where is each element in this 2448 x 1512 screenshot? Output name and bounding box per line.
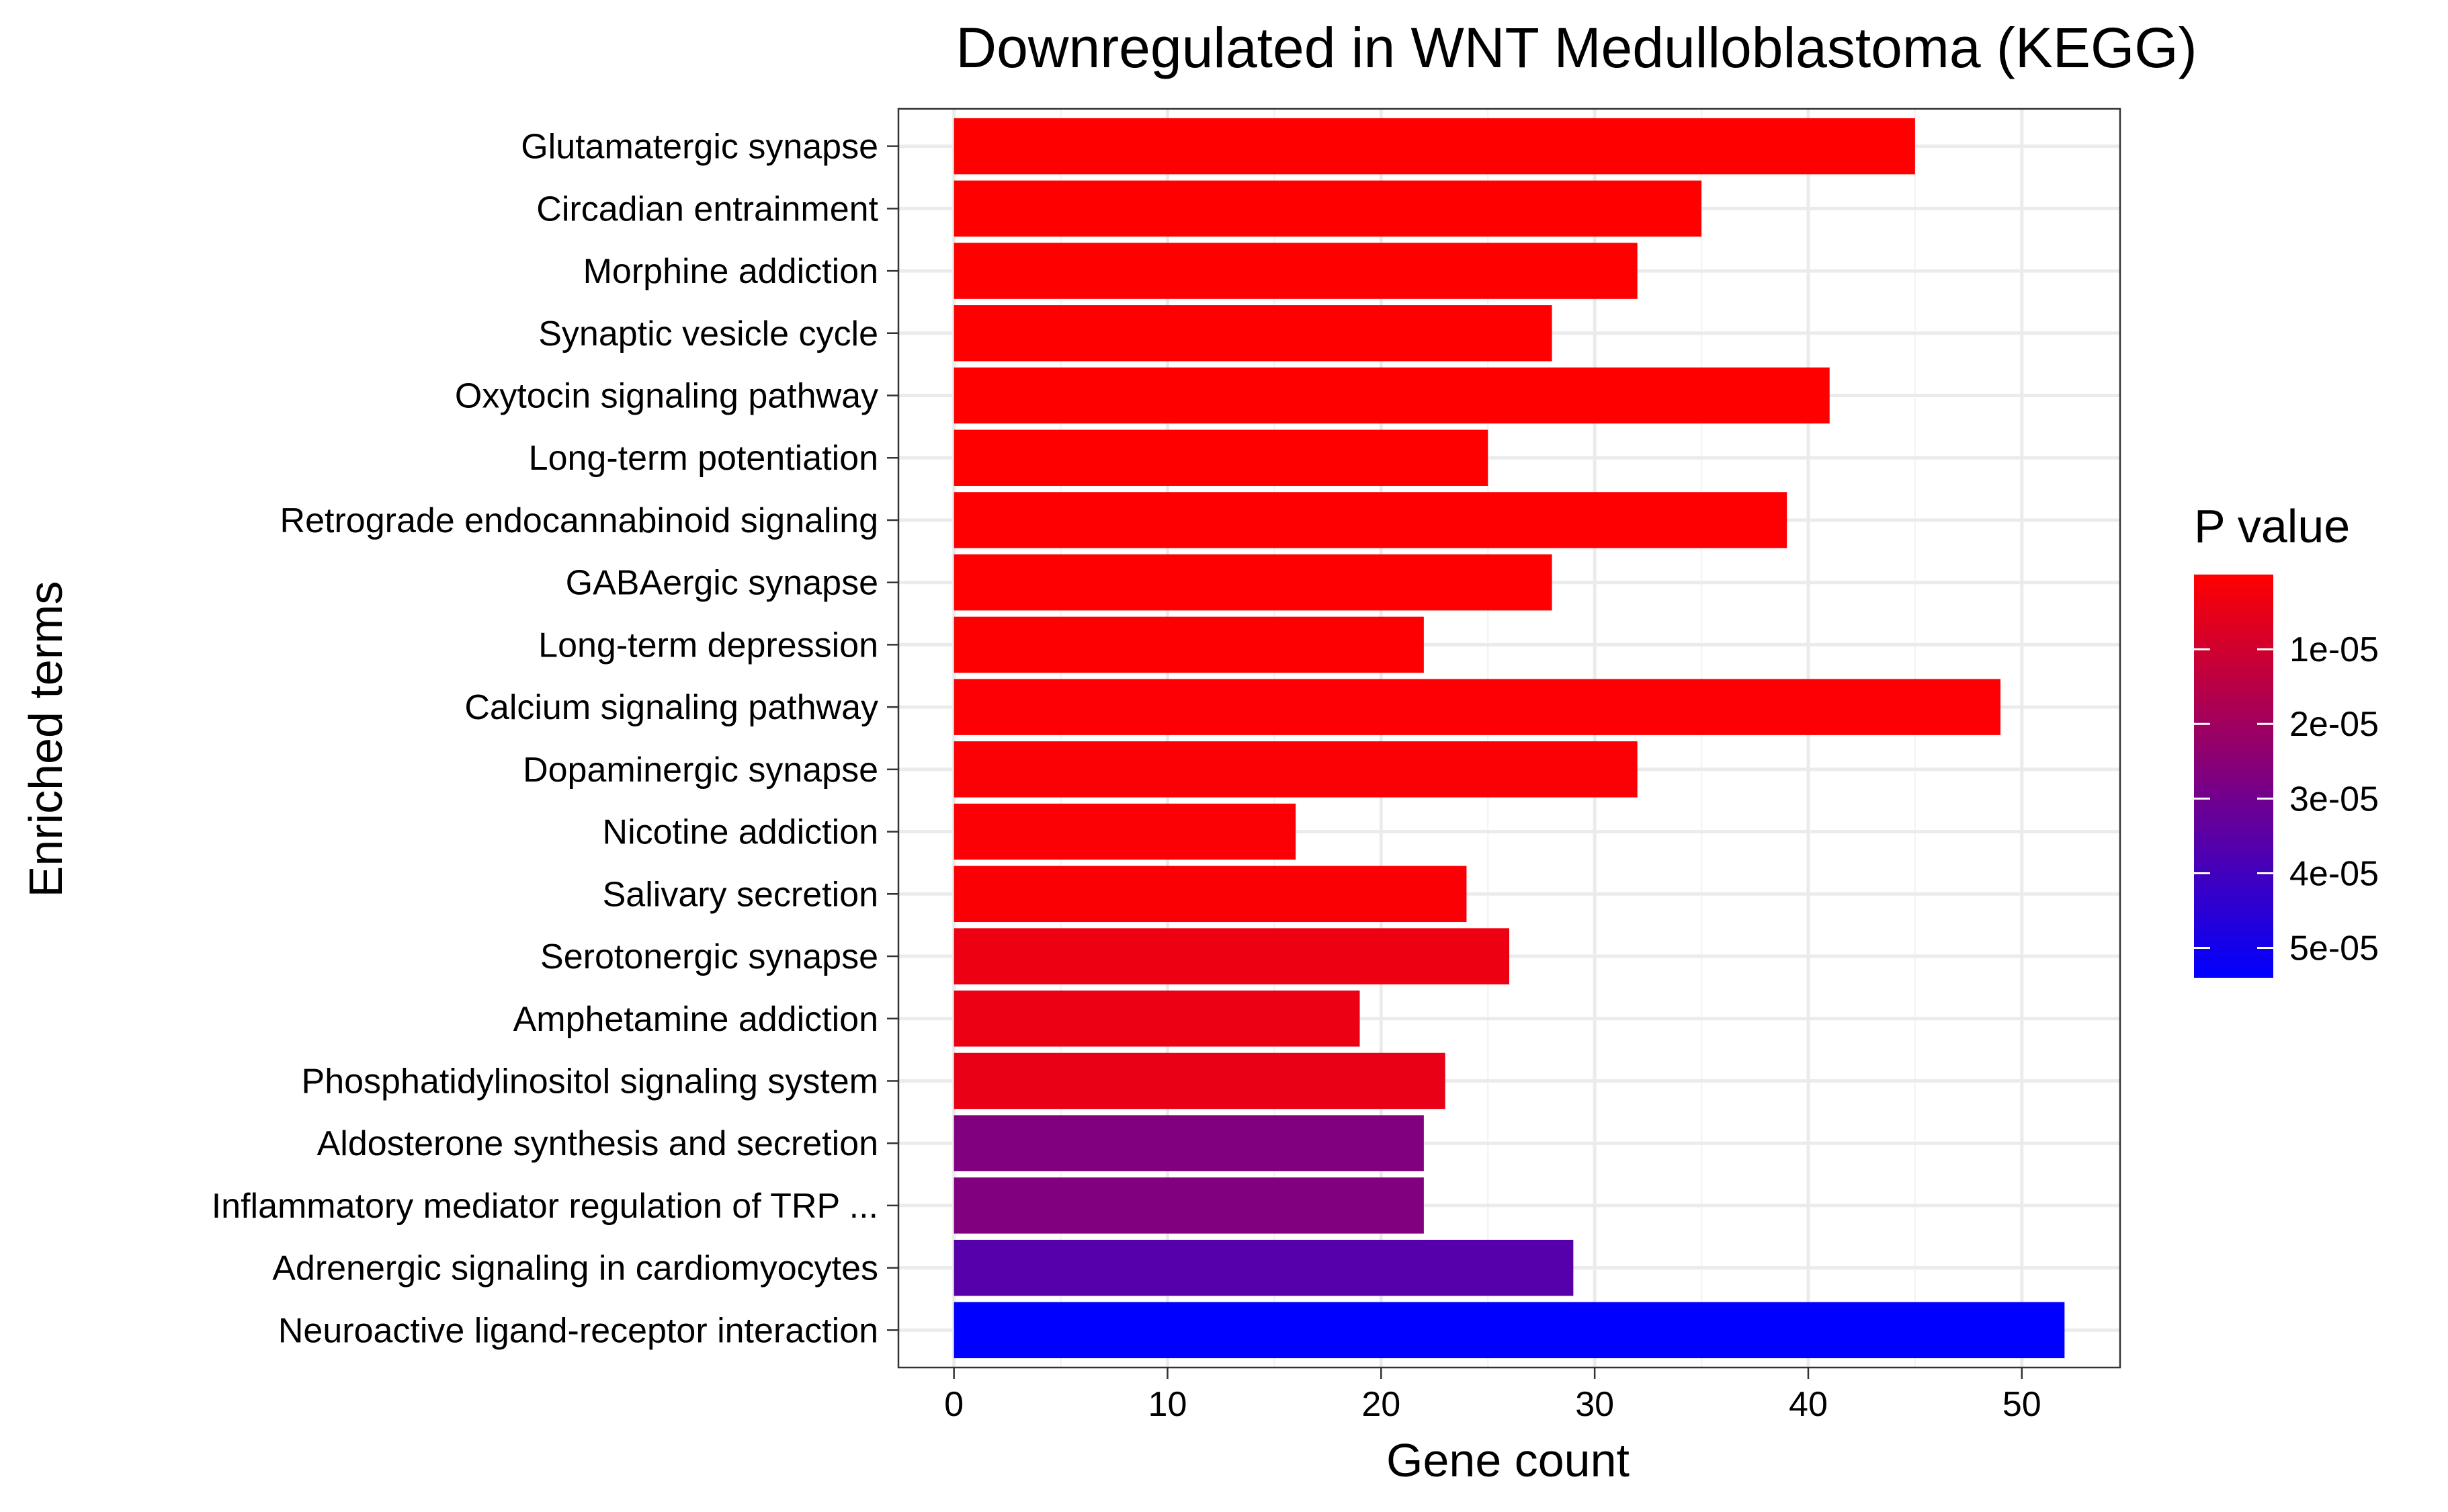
x-tick-label: 40 (1789, 1385, 1828, 1424)
x-tick-label: 0 (944, 1385, 964, 1424)
bar (954, 803, 1296, 860)
x-tick-label: 20 (1361, 1385, 1400, 1424)
legend-tick-label: 1e-05 (2289, 630, 2379, 669)
legend-tick-label: 5e-05 (2289, 929, 2379, 968)
bar (954, 118, 1915, 175)
y-axis-title: Enriched terms (19, 581, 72, 898)
x-axis: 0 10 20 30 40 50 (944, 1368, 2041, 1424)
bar (954, 305, 1552, 362)
chart-title: Downregulated in WNT Medulloblastoma (KE… (956, 16, 2197, 79)
bar (954, 243, 1638, 299)
x-tick-label: 50 (2002, 1385, 2041, 1424)
bar (954, 367, 1830, 424)
bar (954, 679, 2001, 735)
y-tick-label: Amphetamine addiction (513, 1000, 878, 1039)
y-tick-label: Synaptic vesicle cycle (538, 314, 878, 353)
legend-tick-label: 2e-05 (2289, 705, 2379, 744)
bar (954, 180, 1702, 237)
y-tick-label: Adrenergic signaling in cardiomyocytes (272, 1249, 878, 1288)
legend-colorbar (2194, 575, 2273, 978)
bar (954, 991, 1360, 1047)
x-axis-title: Gene count (1386, 1434, 1630, 1486)
y-tick-label: Nicotine addiction (603, 813, 878, 852)
y-tick-label: Circadian entrainment (536, 190, 878, 228)
y-tick-label: GABAergic synapse (566, 564, 878, 603)
y-axis: Glutamatergic synapse Circadian entrainme… (212, 128, 898, 1350)
bar (954, 1177, 1424, 1234)
bar (954, 1239, 1574, 1296)
bar (954, 554, 1552, 611)
y-tick-label: Dopaminergic synapse (523, 751, 878, 790)
y-tick-label: Phosphatidylinositol signaling system (302, 1062, 878, 1101)
bars (954, 118, 2065, 1359)
bar (954, 429, 1488, 486)
y-tick-label: Calcium signaling pathway (464, 688, 878, 727)
y-tick-label: Salivary secretion (603, 875, 878, 914)
x-tick-label: 30 (1575, 1385, 1614, 1424)
bar (954, 1052, 1445, 1109)
y-tick-label: Glutamatergic synapse (521, 128, 878, 167)
bar (954, 1115, 1424, 1171)
y-tick-label: Neuroactive ligand-receptor interaction (278, 1311, 878, 1350)
legend-tick-label: 4e-05 (2289, 854, 2379, 893)
y-tick-label: Long-term potentiation (529, 439, 878, 478)
y-tick-label: Retrograde endocannabinoid signaling (280, 501, 878, 540)
y-tick-label: Serotonergic synapse (540, 937, 878, 976)
legend-ticks: 1e-05 2e-05 3e-05 4e-05 5e-05 (2194, 630, 2379, 968)
y-tick-label: Aldosterone synthesis and secretion (317, 1124, 878, 1163)
legend-tick-label: 3e-05 (2289, 780, 2379, 818)
bar (954, 741, 1638, 798)
bar (954, 616, 1424, 673)
y-tick-label: Oxytocin signaling pathway (455, 377, 878, 416)
x-tick-label: 10 (1148, 1385, 1187, 1424)
legend: P value 1e-05 2e-05 3e-05 4e-05 5e-05 (2194, 500, 2379, 978)
legend-title: P value (2194, 500, 2350, 552)
bar (954, 866, 1467, 923)
y-tick-label: Long-term depression (538, 626, 878, 665)
bar (954, 1302, 2065, 1359)
panel-border (897, 108, 2121, 1369)
bar (954, 928, 1509, 984)
bar (954, 492, 1787, 548)
y-tick-label: Inflammatory mediator regulation of TRP … (212, 1187, 878, 1226)
y-tick-label: Morphine addiction (583, 252, 878, 291)
